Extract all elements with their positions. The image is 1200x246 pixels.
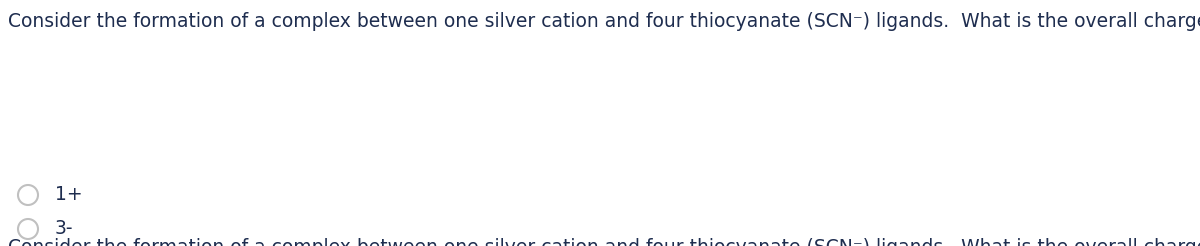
Text: 3-: 3-: [55, 219, 73, 239]
Text: Consider the formation of a complex between one silver cation and four thiocyana: Consider the formation of a complex betw…: [8, 238, 1200, 246]
Text: 1+: 1+: [55, 185, 83, 204]
Text: Consider the formation of a complex between one silver cation and four thiocyana: Consider the formation of a complex betw…: [8, 12, 1200, 31]
